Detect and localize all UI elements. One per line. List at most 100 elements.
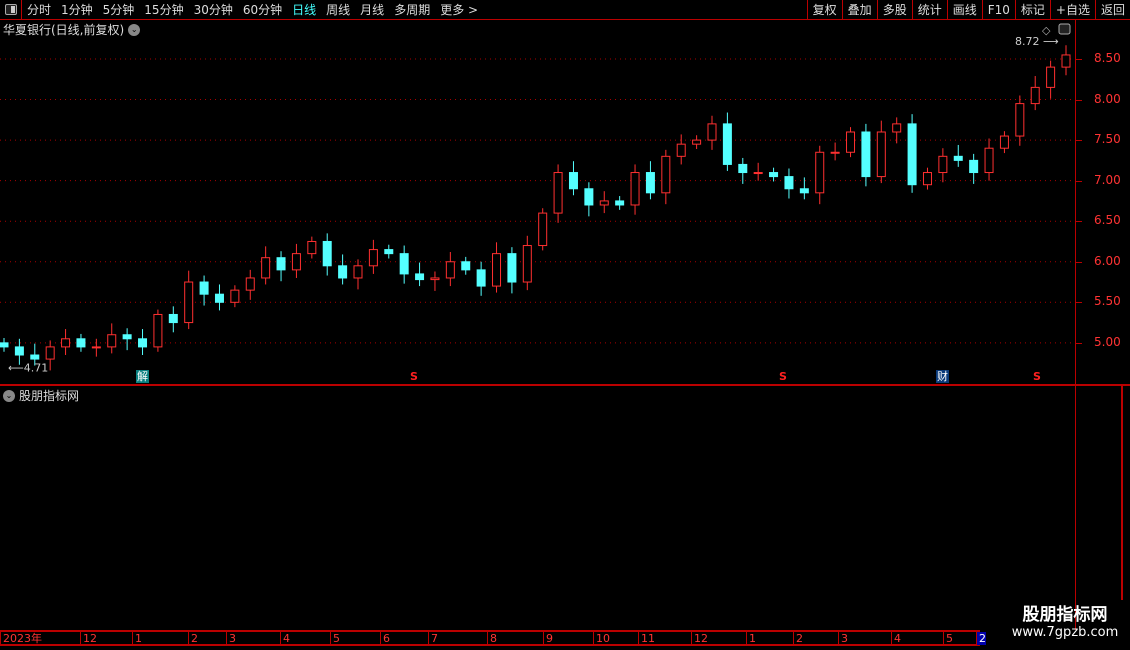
event-marker[interactable]: S [1033, 370, 1041, 383]
candle [322, 233, 332, 276]
toolbar-button[interactable]: 标记 [1014, 0, 1050, 20]
candle [368, 239, 378, 274]
candle [30, 343, 40, 366]
candle [892, 117, 902, 144]
panel-toggle-button[interactable] [0, 0, 22, 20]
candle [245, 269, 255, 300]
candle [953, 144, 963, 167]
candle [153, 309, 163, 352]
candle [276, 251, 286, 282]
toolbar-button[interactable]: F10 [981, 0, 1015, 20]
candle [938, 148, 948, 183]
candle [615, 196, 625, 210]
candle [769, 167, 779, 182]
tick-mark [1076, 59, 1082, 60]
chevron-down-icon[interactable]: ⌄ [3, 389, 15, 402]
price-tick: 6.50 [1094, 213, 1121, 228]
candle [999, 131, 1009, 154]
event-marker[interactable]: S [410, 370, 418, 383]
period-tab[interactable]: 月线 [360, 3, 385, 17]
panel-icon[interactable] [1058, 23, 1071, 35]
chart-title-bar: 华夏银行(日线,前复权) ⌄ [3, 21, 141, 38]
price-tick: 7.50 [1094, 132, 1121, 147]
candle [291, 243, 301, 278]
event-marker[interactable]: 财 [936, 370, 949, 383]
period-tab[interactable]: 多周期 [394, 3, 431, 17]
date-tick: 2 [976, 632, 986, 645]
candle [476, 261, 486, 296]
candle [676, 134, 686, 165]
date-tick: 2 [793, 632, 803, 645]
tick-mark [1076, 180, 1082, 182]
candle [261, 246, 271, 285]
low-label: ⟵4.71 [8, 361, 48, 374]
date-tick: 4 [280, 632, 290, 645]
period-tab[interactable]: 更多 > [440, 3, 479, 17]
candle [738, 157, 748, 184]
period-tab[interactable]: 周线 [326, 3, 351, 17]
event-marker[interactable]: 解 [136, 370, 149, 383]
candle [722, 112, 732, 171]
candle [138, 329, 148, 356]
date-tick: 1 [746, 632, 756, 645]
tick-mark [1076, 342, 1082, 344]
period-tab[interactable]: 60分钟 [242, 3, 283, 17]
candle [14, 338, 24, 365]
candle [861, 123, 871, 187]
price-tick: 5.50 [1094, 294, 1121, 309]
period-tab[interactable]: 30分钟 [193, 3, 233, 17]
candle [522, 235, 532, 291]
period-tab[interactable]: 5分钟 [102, 3, 135, 17]
candle [430, 271, 440, 291]
toolbar-button[interactable]: 多股 [876, 0, 912, 20]
candle [415, 262, 425, 287]
candle [1046, 60, 1056, 99]
diamond-icon[interactable]: ◇ [1042, 24, 1051, 37]
candlestick-chart[interactable]: 8.72 ⟶ ⟵4.71 ◇ [0, 20, 1130, 384]
right-buttons: 复权 叠加 多股 统计 画线 F10 标记 +自选 返回 [806, 0, 1130, 20]
toolbar: 分时 1分钟 5分钟 15分钟 30分钟 60分钟 日线 周线 月线 多周期 更多 > 复权 叠加 多股… [0, 0, 1130, 20]
candle [707, 115, 717, 150]
candle [338, 254, 348, 285]
toolbar-button[interactable]: +自选 [1049, 0, 1095, 20]
candle [353, 259, 363, 290]
candle [645, 161, 655, 200]
candle [876, 120, 886, 184]
toolbar-button[interactable]: 返回 [1094, 0, 1130, 20]
candle [492, 242, 502, 293]
tick-mark [1076, 261, 1082, 263]
date-tick: 5 [330, 632, 340, 645]
toolbar-button[interactable]: 叠加 [841, 0, 877, 20]
period-tab[interactable]: 15分钟 [144, 3, 184, 17]
candle [307, 236, 317, 259]
date-tick: 8 [487, 632, 497, 645]
date-tick: 2 [188, 632, 198, 645]
event-marker[interactable]: S [779, 370, 787, 383]
period-tab[interactable]: 分时 [27, 3, 52, 17]
toolbar-button[interactable]: 统计 [911, 0, 947, 20]
date-axis: 2023年 12 1 2 3 4 5 6 7 8 9 10 11 12 1 2 3 4 5 2 [0, 630, 986, 646]
candle [846, 127, 856, 158]
candle [122, 328, 132, 351]
candle [584, 182, 594, 217]
candle [599, 191, 609, 214]
date-tick: 4 [891, 632, 901, 645]
candle [399, 245, 409, 284]
candle [445, 252, 455, 287]
axis-divider [1075, 20, 1076, 630]
period-tab[interactable]: 日线 [292, 3, 317, 17]
candle [553, 164, 563, 223]
candle [61, 329, 71, 356]
toolbar-button[interactable]: 画线 [946, 0, 982, 20]
candle [568, 161, 578, 196]
panel-divider[interactable] [0, 384, 1130, 386]
date-tick: 11 [638, 632, 655, 645]
candle [0, 337, 9, 352]
candle [461, 256, 471, 275]
toolbar-button[interactable]: 复权 [806, 0, 842, 20]
price-tick: 5.00 [1094, 334, 1121, 349]
period-tab[interactable]: 1分钟 [61, 3, 93, 17]
chevron-down-icon[interactable]: ⌄ [128, 23, 141, 36]
candle [753, 162, 763, 181]
candle [969, 153, 979, 184]
